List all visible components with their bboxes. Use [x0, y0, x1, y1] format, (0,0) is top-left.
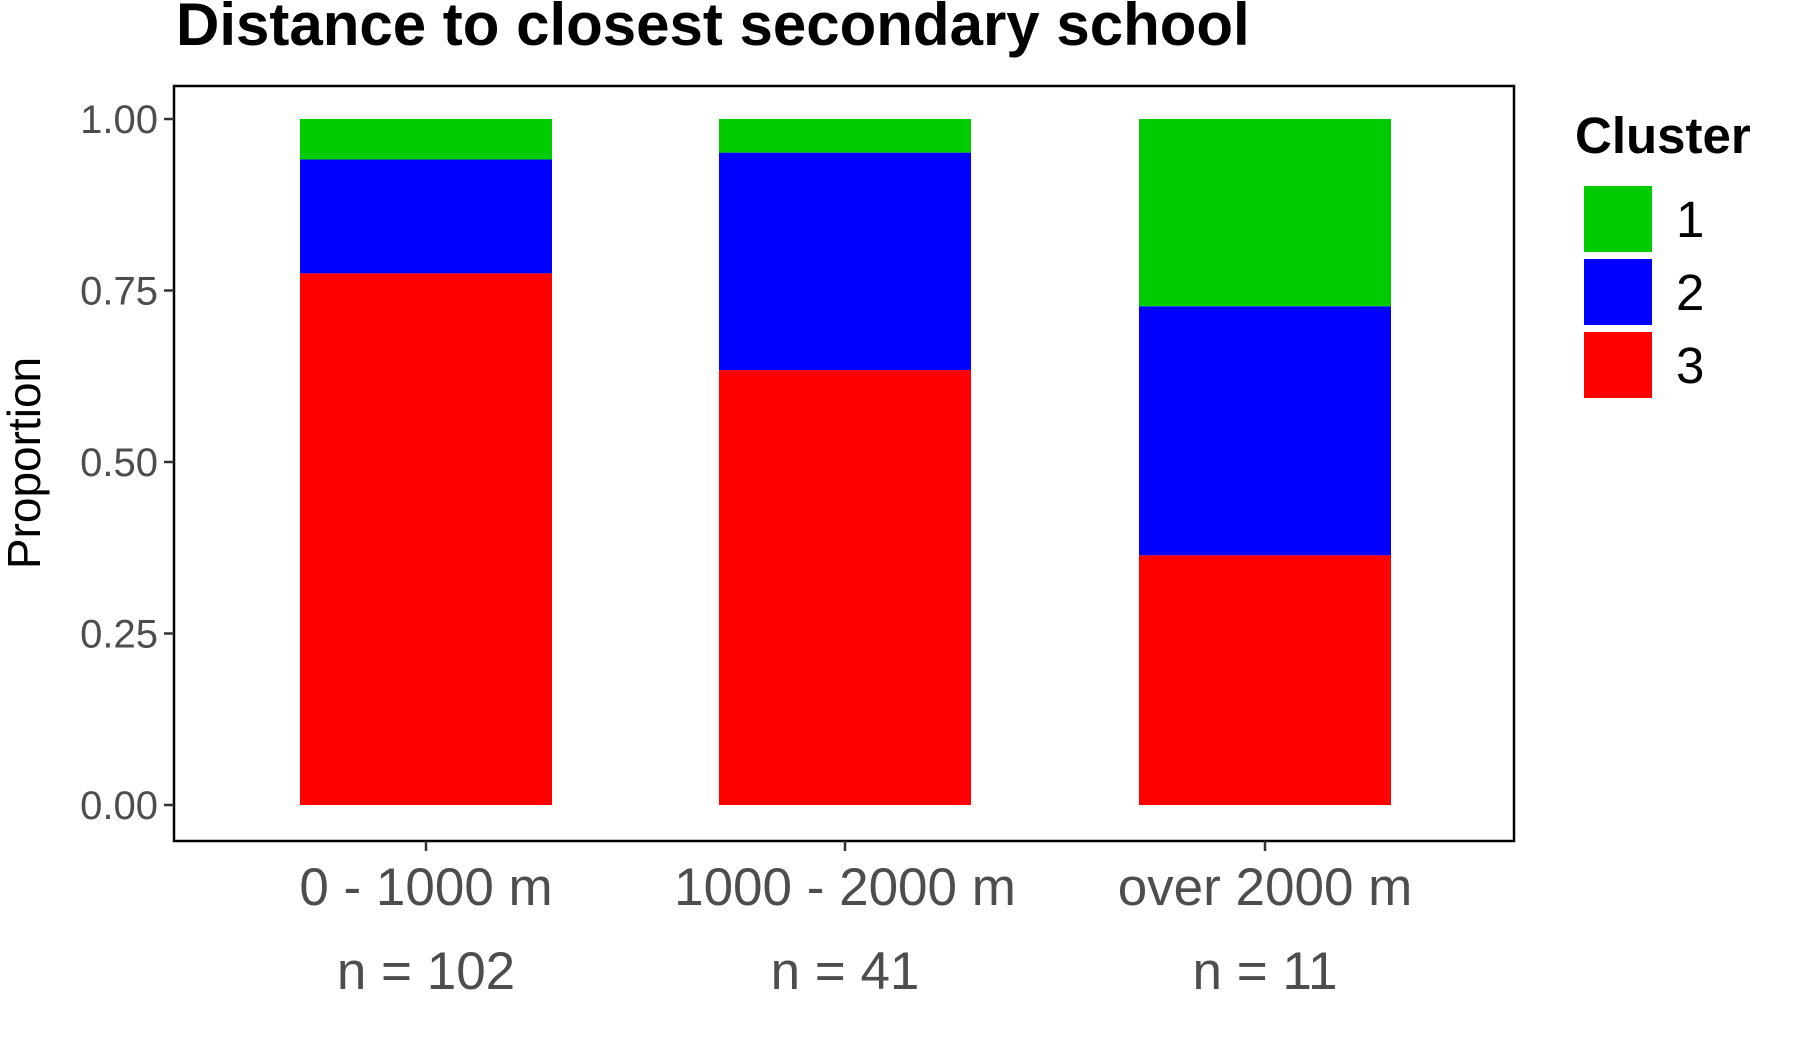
x-tick-count-label: n = 102 [337, 942, 515, 1001]
bar-segment-cluster-2-category-3 [1139, 306, 1391, 556]
legend: 1 2 3 [1584, 186, 1704, 398]
legend-label-cluster-1: 1 [1676, 191, 1704, 248]
bar-segment-cluster-2-category-2 [719, 152, 971, 371]
y-tick-label: 0.00 [80, 784, 158, 828]
chart-title: Distance to closest secondary school [176, 0, 1250, 58]
legend-title: Cluster [1575, 107, 1751, 164]
y-tick-label: 0.25 [80, 613, 158, 657]
legend-key-cluster-2 [1584, 259, 1652, 325]
bar-segment-cluster-3-category-3 [1139, 555, 1391, 805]
x-tick-count-label: n = 11 [1193, 942, 1338, 1001]
bar-segment-cluster-3-category-1 [300, 273, 552, 806]
bar-segment-cluster-3-category-2 [719, 370, 971, 805]
y-tick-label: 1.00 [80, 98, 158, 142]
bar-segment-cluster-2-category-1 [300, 159, 552, 274]
y-axis: 0.00 0.25 0.50 0.75 1.00 [80, 98, 174, 828]
x-tick-label: 1000 - 2000 m [674, 858, 1016, 917]
legend-label-cluster-3: 3 [1676, 337, 1704, 394]
bars-group [300, 119, 1391, 806]
legend-key-cluster-1 [1584, 186, 1652, 252]
y-axis-title: Proportion [0, 357, 50, 569]
y-tick-label: 0.50 [80, 441, 158, 485]
x-axis: 0 - 1000 m n = 102 1000 - 2000 m n = 41 over… [299, 841, 1412, 1001]
legend-key-cluster-3 [1584, 332, 1652, 398]
x-tick-label: 0 - 1000 m [299, 858, 552, 917]
bar-segment-cluster-1-category-3 [1139, 119, 1391, 307]
bar-segment-cluster-1-category-2 [719, 119, 971, 153]
x-tick-label: over 2000 m [1118, 858, 1413, 917]
legend-label-cluster-2: 2 [1676, 264, 1704, 321]
y-tick-label: 0.75 [80, 270, 158, 314]
x-tick-count-label: n = 41 [771, 942, 920, 1001]
bar-segment-cluster-1-category-1 [300, 119, 552, 160]
